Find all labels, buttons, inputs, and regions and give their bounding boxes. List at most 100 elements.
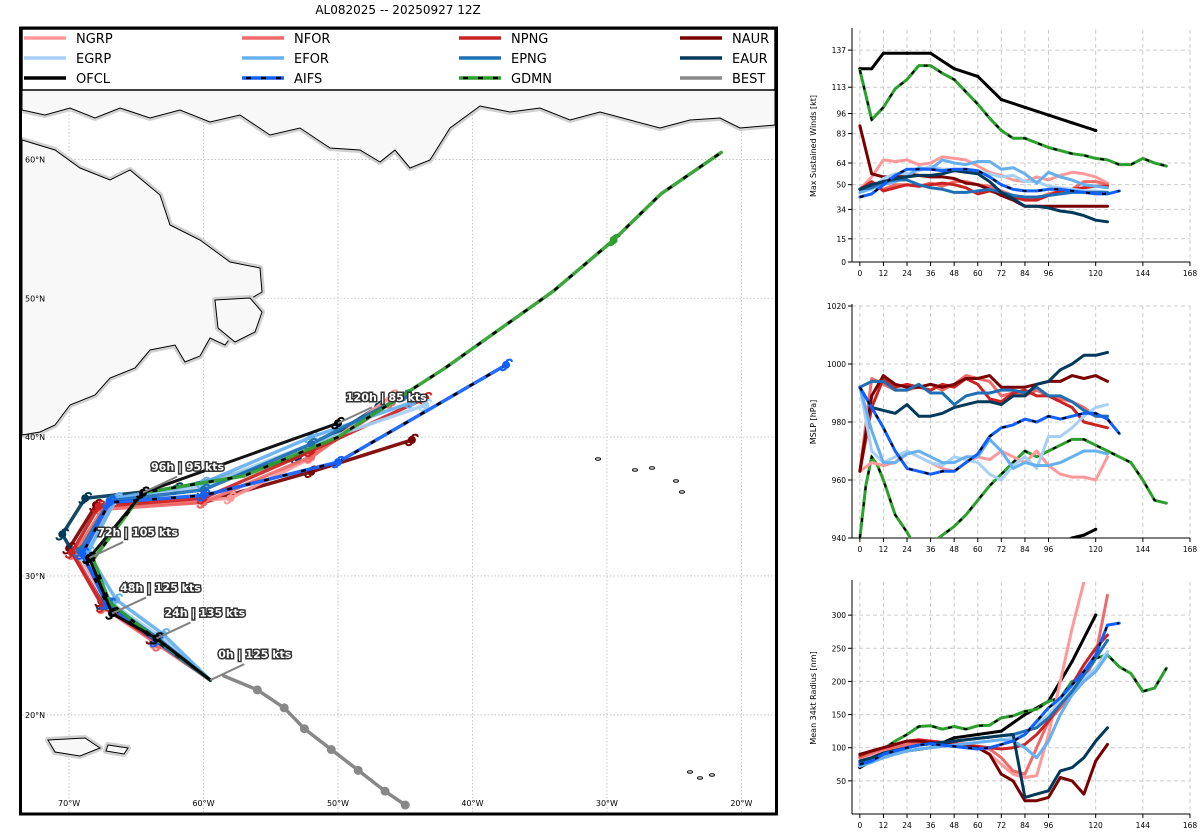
legend-label-egrp: EGRP (76, 52, 111, 67)
storm-marker (331, 455, 345, 469)
chart-xtick-label: 144 (1136, 545, 1151, 554)
storm-marker-arms (499, 358, 514, 372)
chart-xtick-label: 12 (879, 821, 889, 830)
chart-ytick-label: 113 (832, 83, 847, 92)
chart-ytick-label: 137 (832, 46, 847, 55)
ofcl-point (905, 51, 909, 55)
legend-label-epng: EPNG (511, 52, 547, 67)
landmass (22, 139, 263, 436)
ofcl-point (1023, 565, 1026, 568)
lat-tick-label: 30°N (25, 572, 45, 581)
chart-xtick-label: 24 (902, 821, 912, 830)
series-epng (858, 379, 1109, 418)
ofcl-point (1035, 560, 1038, 563)
lon-tick-label: 30°W (596, 799, 618, 808)
lat-tick-label: 50°N (25, 294, 45, 303)
ofcl-point (1059, 542, 1062, 545)
series-naur (858, 374, 1109, 473)
ofcl-point (1023, 105, 1027, 109)
chart-xtick-label: 168 (1183, 269, 1198, 278)
storm-marker-arms (404, 396, 419, 409)
chart-series (858, 51, 1168, 224)
chart-xtick-label: 36 (926, 545, 936, 554)
storm-marker-core (226, 494, 235, 503)
chart-series (858, 350, 1168, 621)
storm-marker (418, 398, 433, 412)
annotation-leader (209, 663, 245, 682)
lon-tick-label: 40°W (461, 799, 483, 808)
chart-xtick-label: 12 (879, 545, 889, 554)
ofcl-point (988, 589, 991, 592)
chart-mslp: 0 12 24 36 48 60 72 84 96 120 144 168 940 960 980 1000 1… (809, 302, 1197, 621)
storm-marker-arms (196, 489, 211, 502)
storm-marker-arms (418, 398, 433, 412)
series-aifs (858, 621, 1121, 766)
chart-xtick-label: 0 (857, 269, 862, 278)
legend-label-aifs: AIFS (294, 72, 322, 87)
storm-marker-core (78, 549, 87, 558)
storm-marker-arms (55, 528, 70, 541)
storm-marker-core (139, 488, 147, 497)
best-track-point (326, 745, 336, 755)
chart-xtick-label: 120 (1089, 269, 1104, 278)
chart-xtick-label: 48 (949, 269, 959, 278)
storm-marker-arms (223, 491, 238, 505)
storm-marker (102, 496, 117, 509)
map-land (22, 90, 775, 780)
island (595, 457, 601, 461)
chart-ytick-label: 0 (841, 258, 846, 267)
chart-xtick-label: 84 (1020, 545, 1030, 554)
storm-marker-arms (404, 433, 419, 447)
series-naur (858, 124, 1109, 208)
annotation-label: 48h | 125 kts (120, 581, 201, 594)
chart-xtick-label: 144 (1136, 821, 1151, 830)
storm-marker-core (58, 530, 67, 539)
chart-ytick-label: 50 (836, 777, 846, 786)
track-efor (86, 400, 414, 682)
track-best (221, 674, 407, 807)
legend-label-eaur: EAUR (732, 52, 768, 67)
best-track-point (380, 786, 390, 796)
ofcl-point (870, 67, 874, 71)
storm-marker-arms (91, 500, 106, 513)
best-track-point (353, 765, 363, 775)
chart-xtick-label: 60 (973, 545, 983, 554)
chart-ylabel: Max Sustained Winds [kt] (809, 95, 818, 197)
island (632, 468, 638, 472)
chart-ylabel: Mean 34kt Radius [nm] (809, 651, 818, 744)
chart-xtick-label: 36 (926, 821, 936, 830)
track-nfor (72, 400, 394, 682)
chart-ytick-label: 83 (836, 130, 846, 139)
chart-xtick-label: 48 (949, 545, 959, 554)
ofcl-point (870, 603, 873, 606)
chart-xtick-label: 12 (879, 269, 889, 278)
chart-xtick-label: 60 (973, 269, 983, 278)
ofcl-point (964, 606, 967, 609)
legend-label-gdmn: GDMN (511, 72, 552, 87)
ofcl-point (1094, 613, 1098, 617)
lat-tick-label: 40°N (25, 433, 45, 442)
legend-label-efor: EFOR (294, 52, 329, 67)
annotation-label: 0h | 125 kts (218, 648, 292, 661)
ofcl-point (929, 51, 933, 55)
series-eaur (858, 726, 1109, 799)
annotation-leader (337, 406, 373, 425)
storm-marker-core (199, 491, 208, 500)
legend-label-npng: NPNG (511, 32, 548, 47)
chart-ylabel: MSLP [hPa] (809, 400, 818, 444)
annotation-leader (111, 596, 147, 615)
ofcl-point (999, 98, 1003, 102)
chart-xtick-label: 84 (1020, 821, 1030, 830)
chart-xtick-label: 0 (857, 545, 862, 554)
ofcl-point (1094, 527, 1098, 531)
ofcl-point (864, 583, 867, 586)
chart-r34: 0 12 24 36 48 60 72 84 96 120 144 168 50 100 150 200 250… (809, 580, 1197, 830)
chart-xtick-label: 72 (997, 821, 1007, 830)
legend-label-nfor: NFOR (294, 32, 330, 47)
annotation-leader (142, 475, 178, 494)
gdmn-marker (606, 233, 621, 247)
chart-ytick-label: 1000 (827, 360, 846, 369)
ofcl-point (952, 67, 956, 71)
ofcl-point (917, 618, 920, 621)
chart-xtick-label: 48 (949, 821, 959, 830)
